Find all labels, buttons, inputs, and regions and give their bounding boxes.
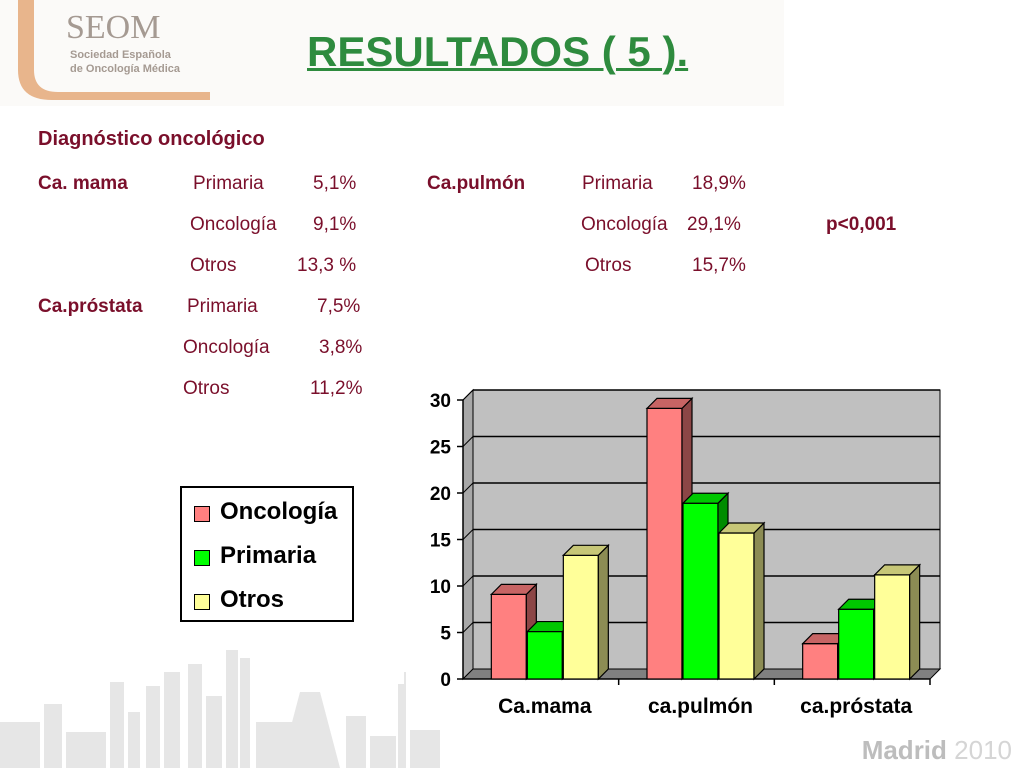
legend-label-primaria: Primaria [220,542,317,569]
mama-primaria-value: 5,1% [313,173,357,194]
seom-logo: SEOM Sociedad Española de Oncología Médi… [18,0,210,100]
mama-otros-value: 13,3 % [297,255,357,276]
pulmon-otros-value: 15,7% [692,255,746,276]
gridline-diag-15 [462,529,474,540]
y-tick-label-15: 15 [430,531,452,552]
legend-swatch-otros [194,594,210,610]
footer-city: Madrid [861,735,947,765]
bar-front-1-1 [682,502,719,680]
x-tick-label-2: ca.próstata [800,695,912,718]
y-tick-label-0: 0 [440,670,451,691]
chart-legend: Oncología Primaria Otros [180,486,354,622]
page-title: RESULTADOS ( 5 ). [307,28,689,75]
pulmon-label: Ca.pulmón [427,173,526,194]
prostata-primaria-label: Primaria [187,296,258,317]
bar-front-2-1 [718,532,755,680]
bar-side-2-1 [753,521,765,681]
header-band [0,0,784,106]
bar-chart: 0 5 10 15 20 25 30 Ca.mama ca.pulmón ca.próstata [430,388,942,718]
mama-otros-label: Otros [190,255,237,276]
legend-swatch-oncologia [194,506,210,522]
bar-top-2-1 [717,522,766,534]
mama-oncologia-label: Oncología [190,214,277,235]
footer-year: 2010 [954,735,1012,765]
footer-madrid-2010: Madrid 2010 [862,735,1012,766]
y-tick-label-5: 5 [440,624,451,645]
bar-front-0-1 [646,407,683,680]
pulmon-oncologia-label: Oncología [581,214,668,235]
bar-top-0-0 [489,583,538,595]
gridline-diag-25 [462,436,474,447]
bar-top-1-1 [681,492,730,504]
p-value: p<0,001 [826,214,897,235]
madrid-skyline-decoration [0,650,440,768]
bar-front-1-0 [526,630,563,680]
y-tick-label-25: 25 [430,438,452,459]
bar-front-0-0 [490,593,527,680]
mama-oncologia-value: 9,1% [313,214,357,235]
bar-side-2-0 [597,543,609,681]
bar-front-0-2 [802,643,839,680]
legend-swatch-primaria [194,550,210,566]
prostata-oncologia-label: Oncología [183,337,270,358]
section-heading: Diagnóstico oncológico [38,128,265,150]
bar-front-1-2 [838,608,875,680]
bar-top-2-0 [561,544,610,556]
gridline-diag-10 [462,575,474,587]
logo-line2: de Oncología Médica [70,63,181,75]
y-tick-label-10: 10 [430,577,451,598]
pulmon-oncologia-value: 29,1% [687,214,741,235]
pulmon-primaria-label: Primaria [582,173,653,194]
bar-top-2-2 [873,564,922,576]
x-tick-label-1: ca.pulmón [648,695,753,718]
pulmon-primaria-value: 18,9% [692,173,746,194]
y-tick-label-30: 30 [430,391,451,412]
bar-top-0-1 [645,397,694,409]
bar-front-2-2 [874,574,911,680]
prostata-primaria-value: 7,5% [317,296,361,317]
gridline-diag-5 [462,622,474,633]
prostata-otros-label: Otros [183,378,230,399]
mama-primaria-label: Primaria [193,173,264,194]
y-tick-label-20: 20 [430,484,451,505]
pulmon-otros-label: Otros [585,255,632,276]
gridline-diag-20 [462,482,474,494]
x-tick-label-0: Ca.mama [498,695,592,718]
logo-name: SEOM [66,9,160,46]
prostata-label: Ca.próstata [38,296,143,317]
prostata-oncologia-value: 3,8% [319,337,363,358]
gridline-diag-30 [462,389,474,401]
bar-side-2-2 [909,563,921,681]
logo-line1: Sociedad Española [70,49,172,61]
legend-label-otros: Otros [220,586,285,613]
prostata-otros-value: 11,2% [310,378,363,399]
mama-label: Ca. mama [38,173,128,194]
bar-front-2-0 [562,554,599,680]
legend-label-oncologia: Oncología [220,498,338,525]
